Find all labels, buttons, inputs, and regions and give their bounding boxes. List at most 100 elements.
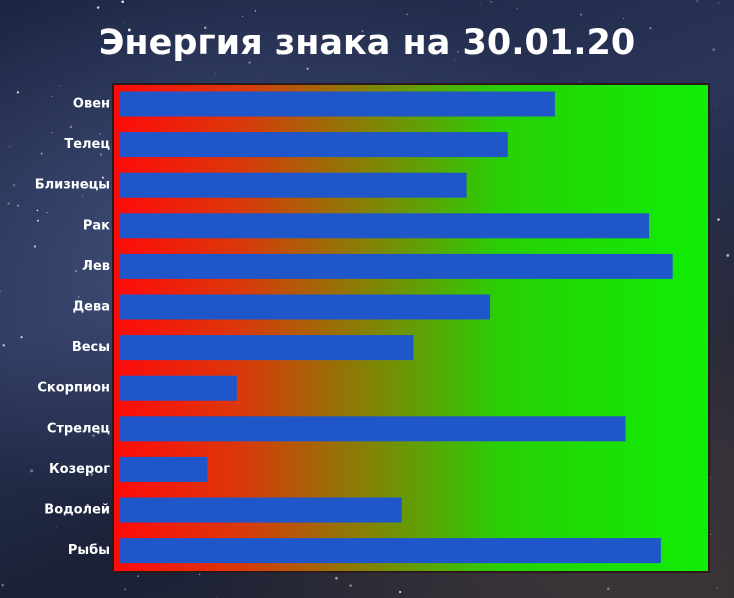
category-label: Козерог xyxy=(49,462,110,477)
star xyxy=(623,18,625,20)
star xyxy=(87,184,89,187)
star xyxy=(579,81,581,83)
star xyxy=(214,73,216,75)
star xyxy=(101,176,105,179)
plot-area xyxy=(112,83,710,573)
star xyxy=(0,290,2,293)
star xyxy=(204,26,207,30)
star xyxy=(123,21,125,23)
bar xyxy=(119,294,491,320)
star xyxy=(696,0,699,2)
star xyxy=(36,209,39,212)
star xyxy=(254,10,257,12)
star xyxy=(74,269,78,273)
category-label: Овен xyxy=(73,97,110,112)
star xyxy=(98,132,101,135)
star xyxy=(56,526,58,528)
bar xyxy=(119,91,555,117)
star xyxy=(51,96,53,98)
bar xyxy=(119,213,650,239)
chart-title: Энергия знака на 30.01.20 xyxy=(99,23,636,63)
star xyxy=(99,153,103,156)
star xyxy=(457,50,459,53)
star xyxy=(37,219,39,222)
category-label: Скорпион xyxy=(37,381,110,396)
star xyxy=(59,85,61,87)
star xyxy=(607,587,610,590)
bar xyxy=(119,132,508,158)
bar xyxy=(119,497,402,523)
star xyxy=(198,573,201,576)
star xyxy=(349,584,353,588)
category-label: Рак xyxy=(83,218,110,233)
star xyxy=(454,58,456,60)
star xyxy=(278,53,281,56)
star xyxy=(124,588,126,591)
bar xyxy=(119,375,237,401)
category-label: Телец xyxy=(64,137,110,152)
star xyxy=(1,584,4,587)
star xyxy=(406,13,408,16)
star xyxy=(248,61,251,64)
star xyxy=(13,184,16,187)
bar xyxy=(119,253,673,279)
star xyxy=(127,28,131,32)
star xyxy=(51,132,53,134)
star xyxy=(481,44,484,47)
star xyxy=(242,15,244,17)
star xyxy=(30,469,34,473)
star xyxy=(40,152,43,155)
star xyxy=(361,30,364,32)
star xyxy=(16,91,20,94)
bar xyxy=(119,456,208,482)
star xyxy=(479,4,481,6)
category-label: Рыбы xyxy=(68,543,110,558)
star xyxy=(82,195,84,197)
star xyxy=(321,43,325,47)
star xyxy=(9,146,11,148)
category-label: Весы xyxy=(72,340,110,355)
star xyxy=(717,218,720,221)
star xyxy=(137,575,139,577)
star xyxy=(69,125,73,129)
star xyxy=(709,533,712,535)
bar xyxy=(119,416,626,442)
star xyxy=(90,472,94,476)
star xyxy=(335,576,338,580)
star xyxy=(86,504,89,507)
star xyxy=(580,13,582,16)
category-label: Водолей xyxy=(44,503,110,518)
star xyxy=(33,245,37,248)
star xyxy=(92,434,95,437)
star xyxy=(7,202,10,205)
star xyxy=(398,590,402,594)
bar xyxy=(119,335,414,361)
category-label: Дева xyxy=(73,300,110,315)
star xyxy=(121,0,125,4)
star xyxy=(87,264,91,268)
category-label: Близнецы xyxy=(35,178,110,193)
star xyxy=(712,48,716,51)
star xyxy=(714,105,716,107)
star xyxy=(215,596,217,598)
bar xyxy=(119,172,467,198)
category-label: Стрелец xyxy=(47,421,111,436)
star xyxy=(20,335,23,339)
bar xyxy=(119,538,661,564)
star xyxy=(77,295,80,298)
category-label: Лев xyxy=(82,259,110,274)
star xyxy=(17,204,20,207)
star xyxy=(649,27,652,30)
star xyxy=(96,6,100,9)
star xyxy=(2,344,5,347)
star xyxy=(306,67,309,70)
star xyxy=(108,99,110,101)
star xyxy=(726,253,730,257)
star xyxy=(716,587,718,589)
star xyxy=(97,431,100,434)
star xyxy=(46,212,48,214)
star xyxy=(718,2,720,4)
star xyxy=(516,8,518,10)
